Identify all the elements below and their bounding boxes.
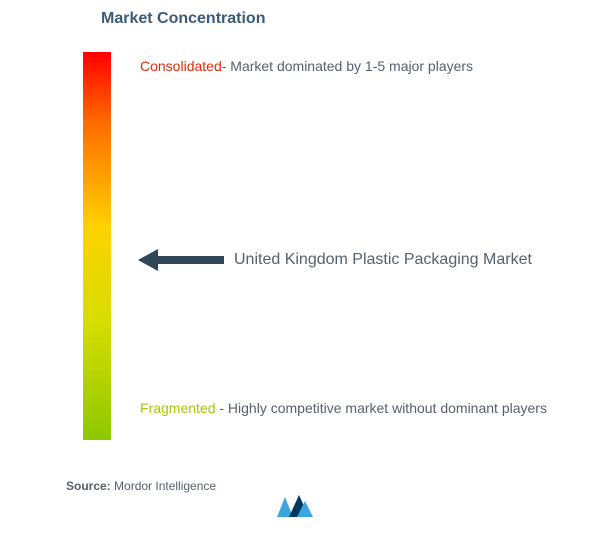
fragmented-term: Fragmented — [140, 400, 215, 416]
brand-logo-icon — [277, 495, 313, 517]
market-name-label: United Kingdom Plastic Packaging Market — [234, 251, 532, 269]
gradient-bar-svg — [83, 52, 111, 440]
left-arrow-icon — [138, 249, 224, 271]
consolidated-label: Consolidated- Market dominated by 1-5 ma… — [140, 57, 473, 76]
source-key: Source: — [66, 479, 111, 493]
fragmented-desc: - Highly competitive market without domi… — [215, 400, 546, 416]
concentration-scale-bar — [83, 52, 111, 440]
page-title: Market Concentration — [101, 10, 265, 28]
brand-logo — [277, 495, 313, 522]
source-line: Source: Mordor Intelligence — [66, 479, 216, 493]
fragmented-label: Fragmented - Highly competitive market w… — [140, 399, 547, 418]
market-indicator: United Kingdom Plastic Packaging Market — [138, 249, 532, 271]
figure-root: Market Concentration Consolidated- Marke… — [0, 0, 604, 553]
consolidated-desc: - Market dominated by 1-5 major players — [222, 58, 473, 74]
consolidated-term: Consolidated — [140, 58, 222, 74]
source-value: Mordor Intelligence — [111, 479, 216, 493]
